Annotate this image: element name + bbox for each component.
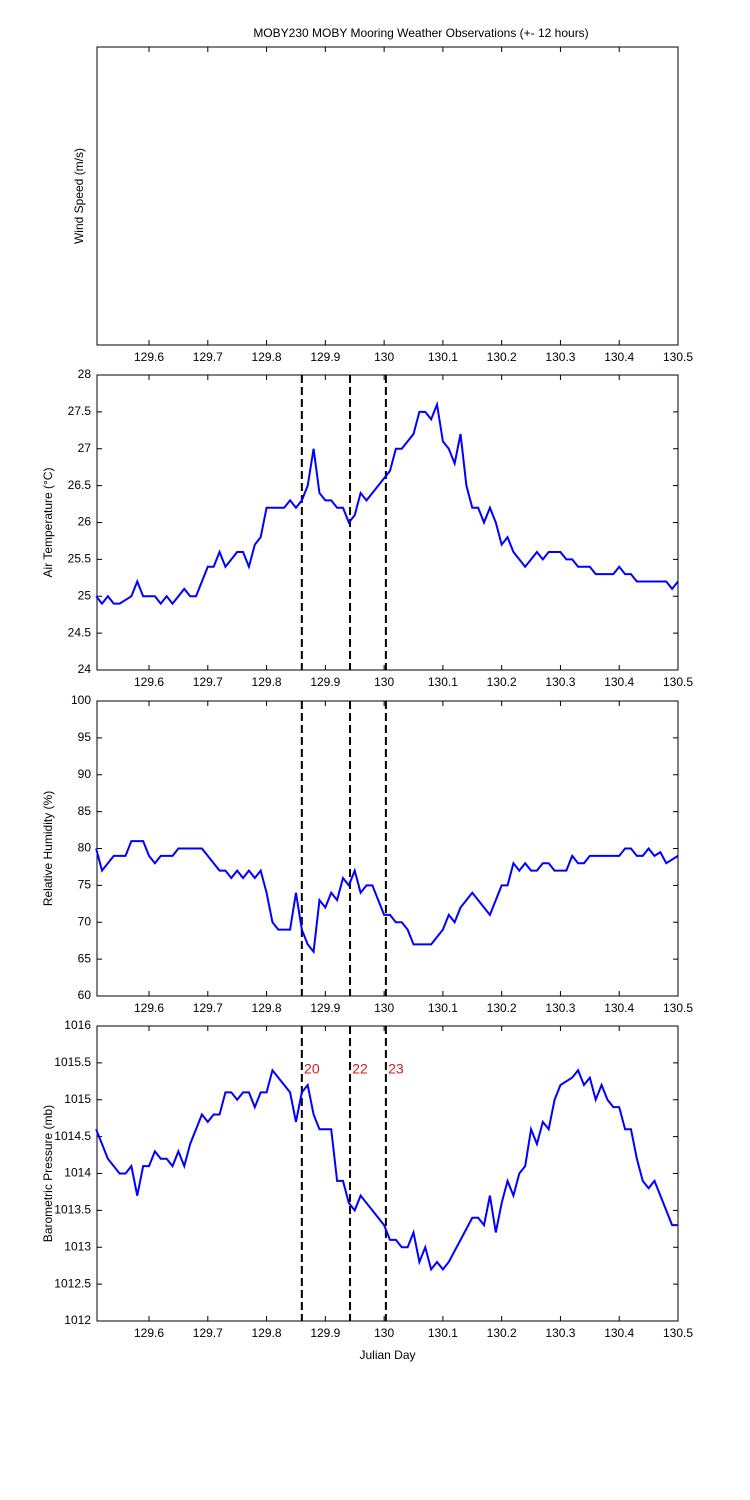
data-line [95,400,679,606]
x-tick-label: 130.1 [428,1001,458,1015]
y-tick-label: 1014 [64,1166,91,1180]
x-tick-label: 130 [374,350,394,364]
x-tick-label: 129.7 [193,350,223,364]
x-tick-label: 130.4 [604,1326,634,1340]
y-tick-label: 1015.5 [54,1055,91,1069]
y-tick-label: 24.5 [68,625,92,639]
y-tick-label: 28 [78,367,92,381]
plot-area [96,46,679,346]
y-tick-label: 60 [78,988,92,1002]
y-axis-label: Relative Humidity (%) [41,791,55,906]
y-tick-label: 25.5 [68,552,92,566]
y-tick-label: 26.5 [68,478,92,492]
y-tick-label: 100 [71,693,91,707]
y-tick-label: 70 [78,914,92,928]
x-tick-label: 130.3 [545,675,575,689]
x-tick-label: 130.5 [663,350,693,364]
x-tick-label: 130.3 [545,1326,575,1340]
subplot: Barometric Pressure (mb) Julian Day 129.6 1… [41,1018,693,1362]
x-tick-label: 130.3 [545,350,575,364]
x-tick-label: 129.7 [193,1001,223,1015]
x-tick-label: 129.8 [252,675,282,689]
x-tick-label: 129.9 [310,675,340,689]
y-tick-label: 26 [78,515,92,529]
x-tick-label: 130.4 [604,675,634,689]
y-tick-label: 65 [78,951,92,965]
data-line [95,840,679,955]
y-tick-label: 27 [78,441,92,455]
x-tick-label: 130.1 [428,350,458,364]
y-tick-label: 1013.5 [54,1203,91,1217]
x-tick-label: 129.8 [252,350,282,364]
x-tick-label: 130.1 [428,675,458,689]
annotation: 23 [388,1061,404,1077]
x-tick-label: 130 [374,1001,394,1015]
x-tick-label: 129.6 [134,675,164,689]
y-axis-label: Wind Speed (m/s) [72,148,86,244]
x-tick-label: 130.3 [545,1001,575,1015]
x-tick-label: 130.4 [604,1001,634,1015]
subplot: MOBY230 MOBY Mooring Weather Observation… [72,26,693,364]
x-tick-label: 129.8 [252,1326,282,1340]
x-tick-label: 130.2 [487,675,517,689]
chart-title: MOBY230 MOBY Mooring Weather Observation… [253,26,588,40]
x-tick-label: 130 [374,675,394,689]
x-tick-label: 129.7 [193,1326,223,1340]
x-tick-label: 129.6 [134,1001,164,1015]
x-tick-label: 129.6 [134,350,164,364]
y-tick-label: 1012.5 [54,1276,91,1290]
x-tick-label: 130.5 [663,675,693,689]
x-tick-label: 130.2 [487,350,517,364]
plot-area [96,374,679,671]
y-tick-label: 1014.5 [54,1129,91,1143]
x-tick-label: 129.9 [310,1326,340,1340]
y-axis-label: Air Temperature (°C) [41,468,55,578]
subplot: Air Temperature (°C) 129.6 129.7 129.8 129.9… [41,367,693,689]
y-tick-label: 75 [78,878,92,892]
y-tick-label: 1015 [64,1092,91,1106]
x-tick-label: 130.1 [428,1326,458,1340]
y-tick-label: 95 [78,730,92,744]
y-tick-label: 85 [78,804,92,818]
x-tick-label: 129.8 [252,1001,282,1015]
y-tick-label: 80 [78,841,92,855]
x-tick-label: 130.2 [487,1326,517,1340]
data-line [95,1068,678,1272]
x-tick-label: 130.5 [663,1326,693,1340]
x-tick-label: 129.9 [310,350,340,364]
y-tick-label: 1016 [64,1018,91,1032]
y-tick-label: 1012 [64,1313,91,1327]
x-tick-label: 129.9 [310,1001,340,1015]
y-tick-label: 27.5 [68,404,92,418]
y-tick-label: 1013 [64,1239,91,1253]
annotation: 22 [352,1061,368,1077]
x-tick-label: 130.4 [604,350,634,364]
subplot: Relative Humidity (%) 129.6 129.7 129.8 129.… [41,693,693,1015]
x-tick-label: 130.5 [663,1001,693,1015]
y-tick-label: 24 [78,662,92,676]
y-tick-label: 90 [78,767,92,781]
annotation: 20 [304,1061,320,1077]
x-axis-label: Julian Day [359,1348,415,1362]
x-tick-label: 129.7 [193,675,223,689]
y-axis-label: Barometric Pressure (mb) [41,1105,55,1242]
x-tick-label: 130 [374,1326,394,1340]
y-tick-label: 25 [78,588,92,602]
x-tick-label: 130.2 [487,1001,517,1015]
x-tick-label: 129.6 [134,1326,164,1340]
